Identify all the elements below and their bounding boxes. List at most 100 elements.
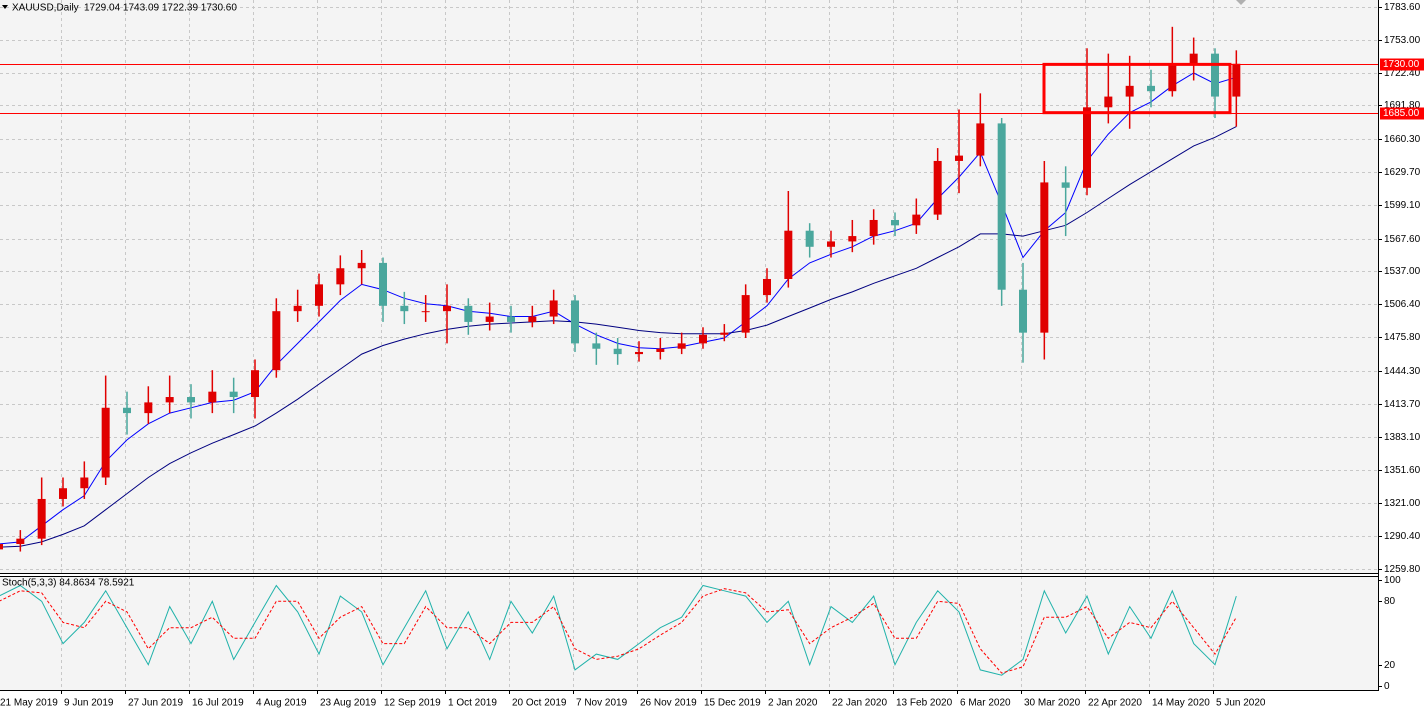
candle-body (549, 300, 558, 317)
y-tick-label: 1753.00 (1384, 35, 1421, 46)
x-tick-label: 2 Jan 2020 (768, 698, 818, 709)
candle-body (251, 370, 259, 398)
candle-body (229, 391, 238, 398)
y-tick-label: 1537.00 (1384, 266, 1421, 277)
x-tick-label: 5 Jun 2020 (1216, 698, 1266, 709)
candle-body (272, 311, 281, 371)
x-tick-label: 13 Feb 2020 (896, 698, 953, 709)
candle-body (379, 262, 387, 306)
candle-body (315, 284, 323, 306)
candle-body (0, 544, 3, 550)
candle-body (336, 268, 345, 285)
y-tick-label: 1413.70 (1384, 399, 1421, 410)
price-panel (0, 0, 1378, 573)
x-tick-label: 23 Aug 2019 (320, 698, 377, 709)
y-tick-label: 1475.80 (1384, 332, 1421, 343)
y-tick-label: 1599.10 (1384, 200, 1421, 211)
candle-body (891, 219, 899, 226)
y-tick-label: 80 (1384, 596, 1396, 607)
candle-body (1147, 85, 1155, 92)
y-tick-label: 1383.10 (1384, 432, 1421, 443)
candle-body (400, 305, 409, 312)
candle-body (1019, 289, 1027, 333)
candle-body (805, 230, 814, 247)
x-tick-label: 20 Oct 2019 (512, 698, 567, 709)
stoch-title: Stoch(5,3,3) 84.8634 78.5921 (2, 578, 135, 589)
candle-body (187, 397, 195, 403)
y-tick-label: 100 (1384, 575, 1401, 586)
y-tick-label: 1691.80 (1384, 100, 1421, 111)
candle-body (208, 391, 217, 403)
x-tick-label: 12 Sep 2019 (384, 698, 441, 709)
candle-body (1168, 64, 1177, 92)
x-tick-label: 16 Jul 2019 (192, 698, 244, 709)
x-tick-label: 21 May 2019 (0, 698, 58, 709)
y-tick-label: 1351.60 (1384, 465, 1421, 476)
y-tick-label: 1506.40 (1384, 299, 1421, 310)
y-tick-label: 1567.60 (1384, 234, 1421, 245)
candle-body (635, 351, 643, 355)
candle-body (933, 160, 942, 215)
candle-body (997, 123, 1006, 290)
level-tag (1380, 107, 1424, 120)
x-tick-label: 26 Nov 2019 (640, 698, 697, 709)
range-box (1042, 62, 1232, 115)
candle-body (1104, 96, 1113, 108)
candle-body (613, 348, 622, 355)
candle-body (912, 214, 921, 226)
y-tick-label: 20 (1384, 660, 1396, 671)
series-line (0, 126, 1237, 548)
marks (0, 0, 1382, 694)
candle-body (571, 300, 579, 344)
y-tick-label: 1629.70 (1384, 167, 1421, 178)
y-tick-label: 1259.80 (1384, 564, 1421, 575)
candle-body (1083, 107, 1091, 188)
x-tick-label: 6 Mar 2020 (960, 698, 1011, 709)
candle-body (1189, 53, 1198, 65)
candle-body (123, 407, 131, 414)
candle-body (507, 316, 515, 322)
candle-body (955, 155, 963, 161)
x-tick-label: 22 Jan 2020 (832, 698, 887, 709)
candle-body (720, 332, 729, 335)
menu-arrow[interactable] (2, 5, 8, 9)
candle-body (741, 295, 750, 333)
candle-body (976, 123, 985, 156)
candle-body (1211, 53, 1219, 97)
candle-body (464, 305, 473, 322)
candle-body (80, 477, 89, 489)
candle-body (1232, 63, 1241, 97)
x-tick-label: 27 Jun 2019 (128, 698, 183, 709)
candle-body (101, 407, 110, 478)
quote-label: 1729.04 1743.09 1722.39 1730.60 (84, 3, 237, 14)
shift-marker[interactable] (1236, 0, 1246, 5)
candle-body (37, 498, 46, 539)
y-tick-label: 1783.60 (1384, 2, 1421, 13)
level-tag (1380, 58, 1424, 71)
candle-body (656, 348, 665, 352)
candle-body (443, 305, 451, 312)
candle-body (485, 316, 494, 322)
y-tick-label: 1660.30 (1384, 134, 1421, 145)
candle-body (592, 343, 601, 349)
candle-body (293, 305, 302, 312)
stoch-panel (0, 576, 1378, 690)
candle-body (528, 316, 537, 322)
candle-body (357, 262, 366, 269)
y-tick-label: 1722.40 (1384, 68, 1421, 79)
candle-body (848, 236, 857, 242)
candle-body (1125, 85, 1134, 97)
candle-body (699, 334, 707, 344)
x-tick-label: 14 May 2020 (1152, 698, 1210, 709)
y-tick-label: 0 (1384, 681, 1390, 692)
candle-body (763, 278, 771, 296)
candle-body (144, 402, 153, 414)
y-tick-label: 1290.40 (1384, 531, 1421, 542)
x-tick-label: 22 Apr 2020 (1088, 698, 1142, 709)
x-tick-label: 1 Oct 2019 (448, 698, 497, 709)
series-line (0, 584, 1237, 676)
y-tick-label: 1444.30 (1384, 366, 1421, 377)
candle-body (827, 241, 835, 247)
